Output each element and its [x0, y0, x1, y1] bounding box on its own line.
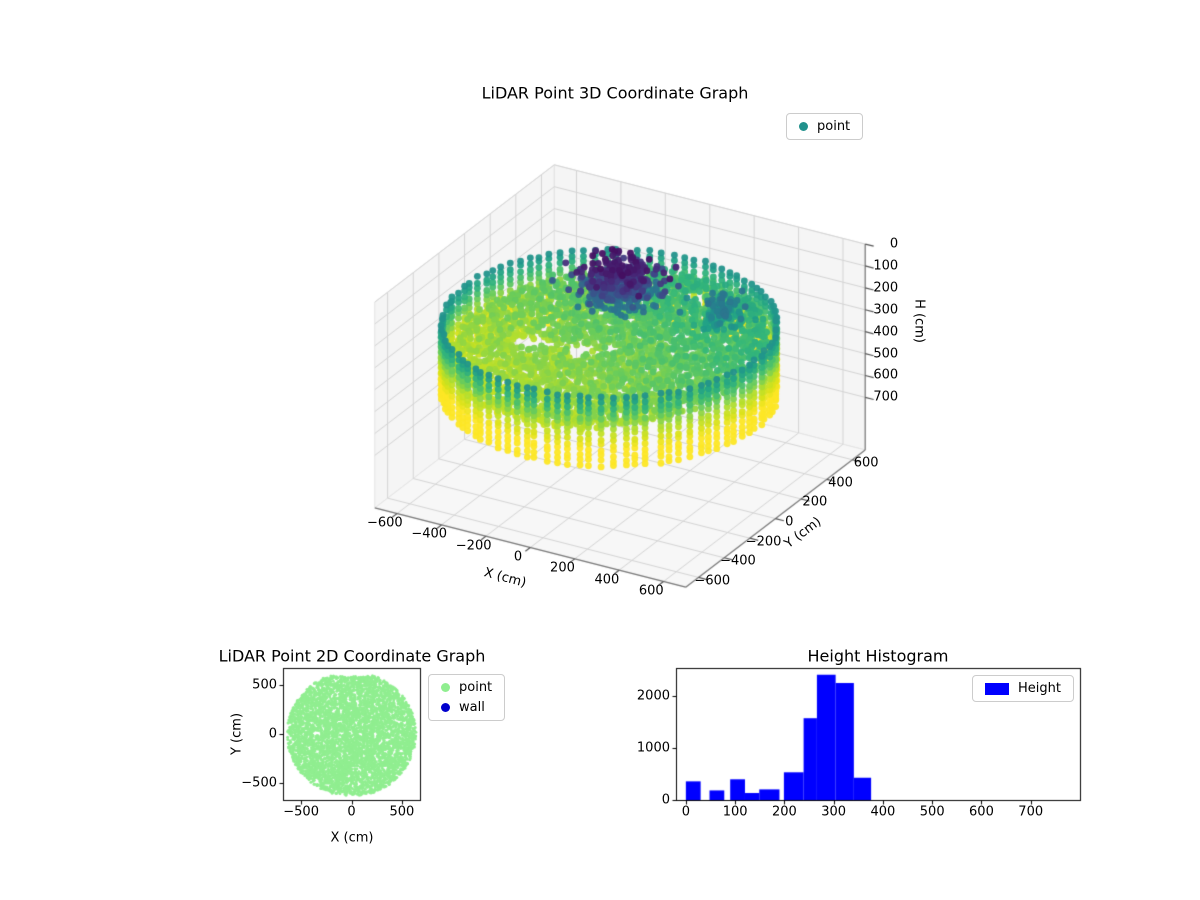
plot3d-y-tick-label: −200 [745, 534, 782, 550]
plot3d-x-tick-label: 200 [550, 560, 575, 576]
plot3d-y-tick-label: 0 [785, 514, 794, 530]
plot3d-y-tick-label: −600 [694, 573, 731, 589]
histogram-x-tick-label: 600 [969, 804, 994, 820]
histogram-x-tick-label: 500 [919, 804, 945, 820]
plot2d-title: LiDAR Point 2D Coordinate Graph [218, 646, 486, 666]
plot2d-legend-row-wall: wall [441, 700, 492, 715]
plot3d-y-tick-label: 600 [853, 455, 879, 471]
plot2d-legend-label-wall: wall [459, 700, 485, 715]
plot3d-x-tick-label: −600 [366, 515, 403, 531]
plot2d-yaxis-label: Y (cm) [229, 712, 245, 756]
plot3d-legend-label: point [817, 119, 851, 134]
plot2d-x-tick-label: 500 [389, 804, 415, 820]
plot3d-y-tick-label: 200 [802, 494, 828, 510]
plot3d-z-tick-label: 600 [873, 367, 899, 383]
point-marker-icon [799, 122, 808, 131]
histogram-legend: Height [972, 675, 1074, 702]
plot3d-x-tick-label: 0 [513, 549, 523, 565]
histogram-x-tick-label: 100 [722, 804, 748, 820]
plot3d-y-tick-label: −400 [720, 553, 756, 569]
plot3d-z-tick-label: 500 [873, 346, 899, 362]
plot3d-title: LiDAR Point 3D Coordinate Graph [481, 83, 749, 103]
plot3d-zaxis-label: H (cm) [911, 299, 927, 343]
plot2d-xaxis-label: X (cm) [330, 830, 374, 846]
plot3d-x-tick-label: 400 [594, 572, 620, 588]
plot3d-canvas [0, 0, 1200, 660]
plot3d-z-tick-label: 200 [873, 280, 899, 296]
height-patch-icon [985, 682, 1009, 695]
plot3d-legend-row: point [799, 119, 850, 134]
histogram-x-tick-label: 700 [1018, 804, 1044, 820]
histogram-title: Height Histogram [807, 646, 949, 666]
plot3d-z-tick-label: 100 [873, 258, 899, 274]
plot3d-y-tick-label: 400 [828, 475, 853, 491]
histogram-y-tick-label: 2000 [636, 688, 670, 704]
histogram-y-tick-label: 1000 [636, 740, 670, 756]
histogram-x-tick-label: 400 [870, 804, 896, 820]
plot3d-z-tick-label: 300 [873, 302, 899, 318]
plot2d-legend-row-point: point [441, 680, 492, 695]
plot2d-y-tick-label: 500 [252, 677, 277, 693]
plot2d-y-tick-label: −500 [241, 775, 277, 791]
plot2d-x-tick-label: 0 [347, 804, 356, 820]
histogram-x-tick-label: 200 [771, 804, 797, 820]
plot2d-legend-label-point: point [459, 680, 493, 695]
histogram-legend-label: Height [1018, 681, 1061, 696]
plot3d-x-tick-label: −200 [455, 538, 492, 554]
plot3d-z-tick-label: 0 [889, 236, 899, 252]
histogram-x-tick-label: 300 [821, 804, 847, 820]
histogram-legend-row: Height [985, 681, 1061, 696]
histogram-x-tick-label: 0 [681, 804, 690, 820]
plot2d-y-tick-label: 0 [268, 726, 277, 742]
plot3d-z-tick-label: 700 [873, 389, 899, 405]
plot3d-z-tick-label: 400 [873, 324, 899, 340]
wall-marker-icon [441, 703, 450, 712]
plot3d-legend: point [786, 113, 864, 140]
plot3d-x-tick-label: 600 [638, 583, 664, 599]
plot2d-canvas [273, 658, 430, 810]
plot2d-x-tick-label: −500 [283, 804, 319, 820]
plot2d-legend: point wall [428, 674, 506, 721]
histogram-y-tick-label: 0 [661, 792, 670, 808]
point-marker-icon [441, 683, 450, 692]
plot3d-x-tick-label: −400 [411, 526, 448, 542]
